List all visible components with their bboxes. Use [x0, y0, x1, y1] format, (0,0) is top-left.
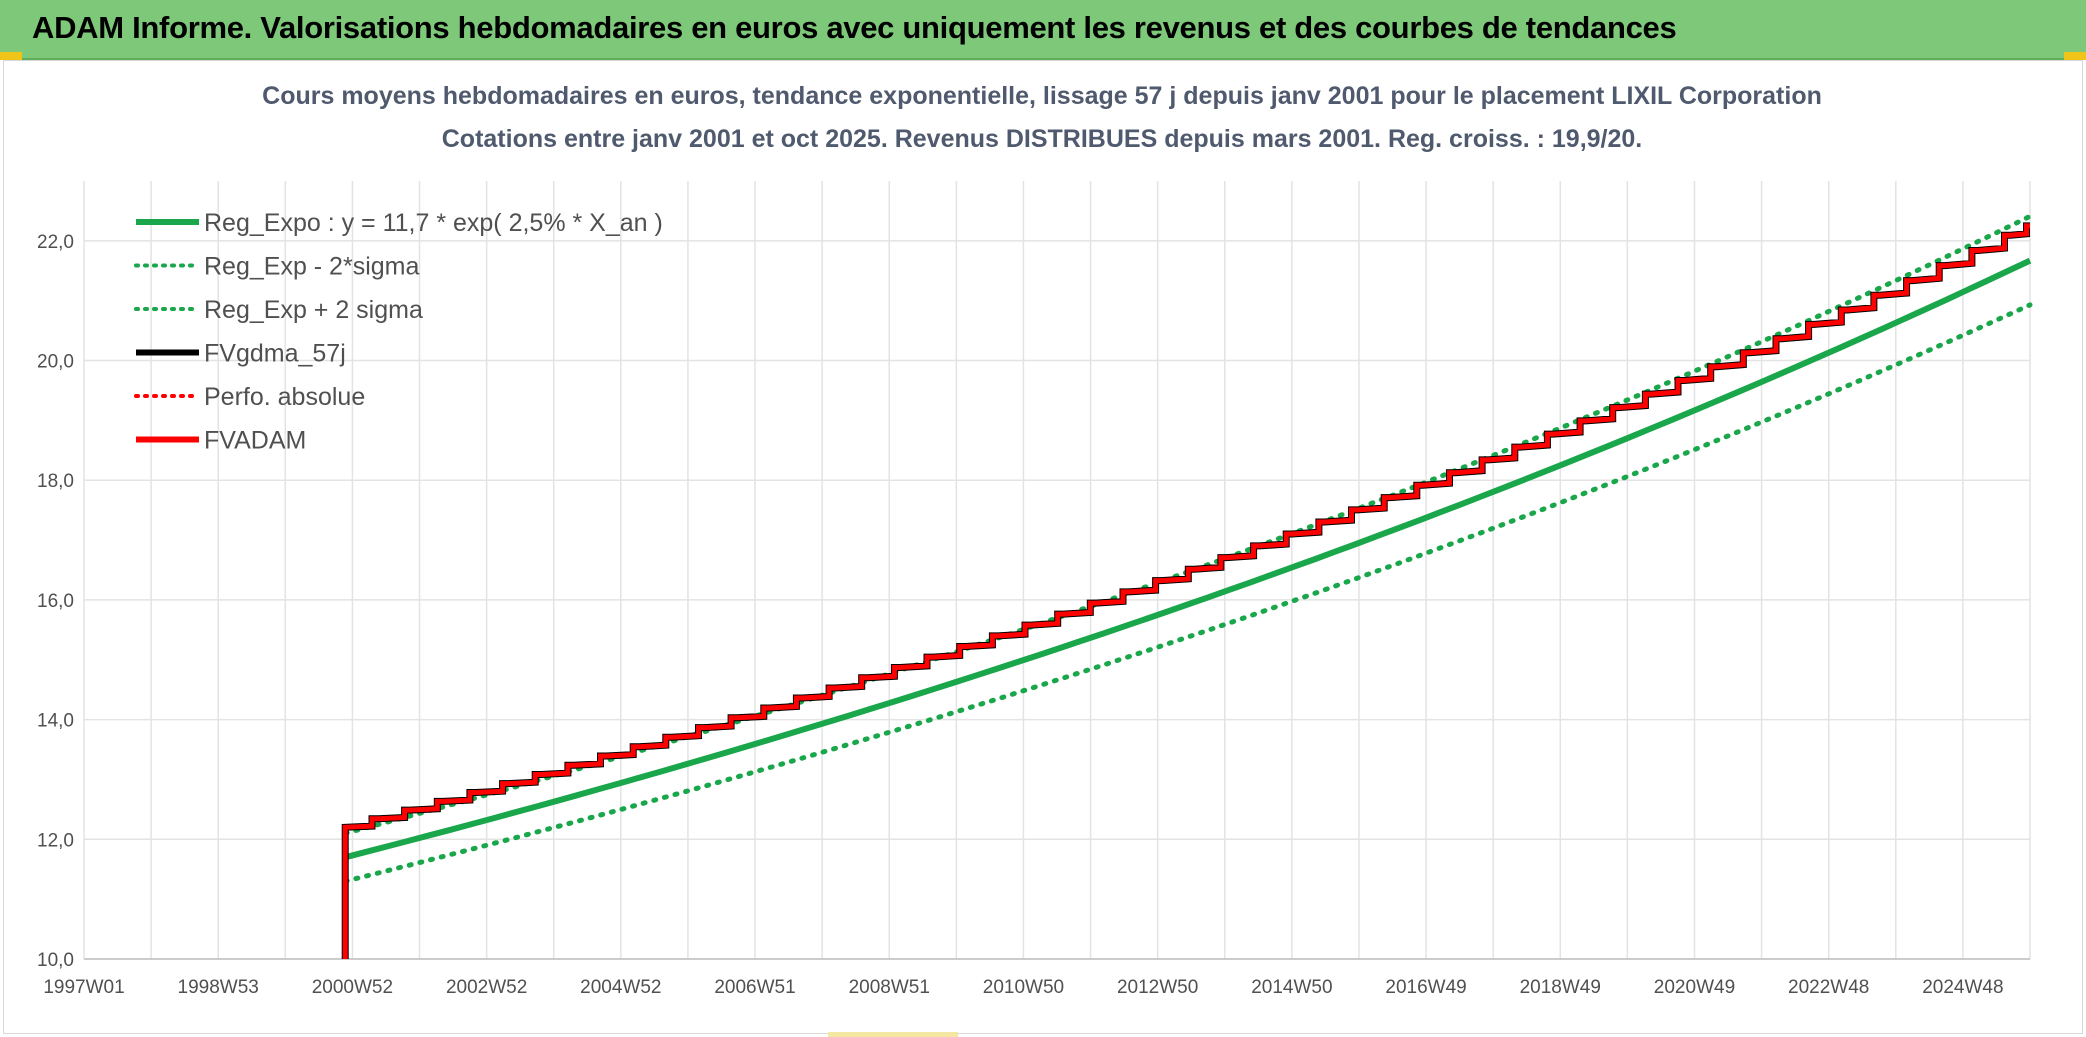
y-tick-label: 22,0: [37, 232, 74, 253]
y-tick-label: 16,0: [37, 591, 74, 612]
line-chart: Cours moyens hebdomadaires en euros, ten…: [37, 82, 2033, 998]
x-tick-label: 2000W52: [312, 977, 393, 998]
legend-entry: Reg_Exp + 2 sigma: [204, 296, 423, 324]
x-tick-label: 2020W49: [1654, 977, 1735, 998]
y-tick-label: 14,0: [37, 711, 74, 732]
x-tick-label: 2004W52: [580, 977, 661, 998]
series-lines: [341, 213, 2033, 959]
y-tick-label: 20,0: [37, 352, 74, 373]
series-reg-plus-2sigma: [342, 213, 2033, 836]
x-tick-label: 2016W49: [1385, 977, 1466, 998]
series-reg-minus-2sigma: [342, 302, 2033, 884]
legend: Reg_Expo : y = 11,7 * exp( 2,5% * X_an )…: [134, 209, 663, 455]
x-axis: 1997W01 1998W53 2000W52 2002W52 2004W52 2006W…: [43, 977, 2003, 998]
chart-title: Cours moyens hebdomadaires en euros, ten…: [262, 82, 1822, 153]
series-fvgdma: [341, 222, 2030, 959]
series-reg-expo: [344, 257, 2032, 861]
chart-title-line-1: Cours moyens hebdomadaires en euros, ten…: [262, 82, 1822, 110]
legend-entry: Perfo. absolue: [204, 383, 365, 411]
corner-mark-left: [0, 52, 22, 60]
x-tick-label: 1997W01: [43, 977, 124, 998]
legend-entry: Reg_Exp - 2*sigma: [204, 253, 419, 281]
chart-area: Cours moyens hebdomadaires en euros, ten…: [3, 60, 2083, 1034]
y-tick-label: 12,0: [37, 830, 74, 851]
legend-entry: FVADAM: [204, 427, 306, 455]
report-banner: ADAM Informe. Valorisations hebdomadaire…: [0, 0, 2086, 60]
y-tick-label: 18,0: [37, 471, 74, 492]
x-tick-label: 1998W53: [178, 977, 259, 998]
grid-lines: [83, 181, 2031, 960]
x-tick-label: 2012W50: [1117, 977, 1198, 998]
bottom-accent: [828, 1032, 958, 1037]
chart-title-line-2: Cotations entre janv 2001 et oct 2025. R…: [442, 125, 1643, 153]
x-tick-label: 2006W51: [714, 977, 795, 998]
x-tick-label: 2024W48: [1922, 977, 2003, 998]
report-title: ADAM Informe. Valorisations hebdomadaire…: [32, 10, 1677, 45]
legend-entry: Reg_Expo : y = 11,7 * exp( 2,5% * X_an ): [204, 209, 663, 237]
x-tick-label: 2022W48: [1788, 977, 1869, 998]
legend-entry: FVgdma_57j: [204, 340, 346, 368]
x-tick-label: 2014W50: [1251, 977, 1332, 998]
x-tick-label: 2018W49: [1520, 977, 1601, 998]
y-tick-label: 10,0: [37, 950, 74, 971]
x-tick-label: 2008W51: [849, 977, 930, 998]
corner-mark-right: [2064, 52, 2086, 60]
series-fvadam: [342, 223, 2030, 959]
y-axis: 10,0 12,0 14,0 16,0 18,0 20,0 22,0: [37, 232, 74, 971]
x-tick-label: 2002W52: [446, 977, 527, 998]
x-tick-label: 2010W50: [983, 977, 1064, 998]
